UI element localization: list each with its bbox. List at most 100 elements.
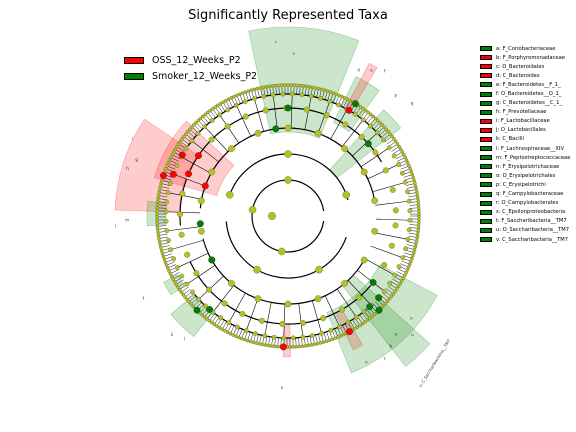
branch: [367, 164, 399, 180]
branch: [375, 218, 410, 221]
node: [248, 205, 257, 214]
node: [242, 113, 249, 120]
branch: [372, 182, 406, 193]
node: [206, 286, 212, 293]
leaf-node: [372, 312, 377, 317]
leaf-node: [187, 300, 191, 304]
clade-letter-label: r: [275, 39, 277, 44]
leaf-node: [413, 184, 418, 189]
leaf-node: [413, 181, 417, 186]
clade-letter-label: v: [410, 315, 413, 320]
branch: [375, 200, 410, 206]
branch: [370, 245, 403, 259]
leaf-node: [316, 86, 321, 91]
leaf-node: [412, 178, 416, 183]
branch: [181, 156, 212, 174]
clade-letter-label: g: [135, 157, 138, 162]
node: [284, 150, 292, 158]
clade-sector: [248, 26, 360, 139]
node: [195, 131, 201, 136]
taxa-key-label: p: C_Erysipelotrichi: [496, 181, 546, 188]
node: [403, 246, 408, 251]
leaf-node: [396, 284, 401, 288]
leaf-node: [365, 318, 370, 322]
node: [407, 217, 413, 223]
taxa-key-item: s: C_Epsilonproteobacteria: [480, 208, 576, 217]
leaf-node: [229, 96, 234, 100]
leaf-node: [258, 86, 263, 90]
node: [225, 107, 231, 113]
leaf-node: [163, 260, 168, 265]
node: [341, 280, 348, 287]
leaf-node: [388, 132, 392, 136]
node: [226, 320, 232, 326]
leaf-node: [201, 114, 205, 119]
taxa-key-item: l: F_Lachnospiraceae__XIV: [480, 144, 576, 153]
significant-node: [280, 343, 287, 351]
leaf-node: [404, 270, 408, 275]
leaf-node: [403, 155, 407, 160]
leaf-node: [171, 150, 176, 154]
leaf-node: [404, 158, 409, 162]
branch: [219, 114, 240, 144]
legend-swatch-oss: [124, 56, 144, 64]
node: [184, 251, 191, 258]
node: [234, 103, 239, 108]
taxa-key-swatch: [480, 136, 492, 142]
leaf-node: [169, 155, 173, 160]
taxa-key-swatch: [480, 73, 492, 79]
clade-letter-label: a: [395, 332, 398, 337]
branch: [254, 98, 265, 132]
leaf-node: [289, 83, 293, 87]
leaf-node: [315, 341, 320, 346]
clade-letter-label: o: [281, 385, 284, 390]
node: [289, 91, 295, 97]
taxa-key-label: q: F_Campylobacteraceae: [496, 191, 564, 198]
taxa-key-item: o: O_Erysipelotrichales: [480, 171, 576, 180]
significant-node: [195, 152, 202, 160]
leaf-node: [160, 178, 164, 183]
leaf-node: [416, 206, 421, 210]
node: [225, 191, 234, 199]
leaf-node: [158, 184, 163, 189]
leaf-node: [331, 91, 336, 95]
branch: [374, 232, 408, 240]
leaf-node: [159, 245, 163, 250]
branch: [245, 298, 259, 331]
leaf-node: [361, 107, 366, 111]
node: [280, 91, 286, 97]
node: [407, 208, 413, 214]
branch: [168, 192, 202, 200]
branch: [330, 109, 348, 140]
taxa-key-swatch: [480, 82, 492, 88]
branch: [360, 147, 390, 168]
branch: [264, 302, 272, 336]
node: [320, 315, 327, 322]
clade-letter-label: f: [384, 69, 386, 74]
node: [262, 333, 268, 339]
leaf-node: [333, 336, 338, 340]
leaf-node: [210, 107, 215, 111]
leaf-node: [342, 96, 347, 100]
node: [314, 129, 322, 137]
node: [262, 107, 269, 114]
taxa-key-swatch: [480, 209, 492, 215]
node: [178, 231, 185, 238]
node: [221, 300, 228, 307]
leaf-node: [400, 150, 405, 154]
node: [252, 96, 257, 102]
branch: [311, 300, 322, 334]
leaf-node: [269, 344, 274, 348]
node: [382, 167, 389, 174]
leaf-node: [297, 344, 302, 349]
leaf-node: [392, 137, 396, 141]
taxa-key-swatch: [480, 164, 492, 170]
leaf-node: [202, 315, 207, 319]
branch: [272, 94, 278, 129]
taxa-key-swatch: [480, 218, 492, 224]
clade-letter-label: l: [115, 224, 116, 229]
node: [218, 315, 224, 321]
node: [374, 130, 380, 136]
taxa-key-item: n: F_Erysipelotrichaceae: [480, 162, 576, 171]
